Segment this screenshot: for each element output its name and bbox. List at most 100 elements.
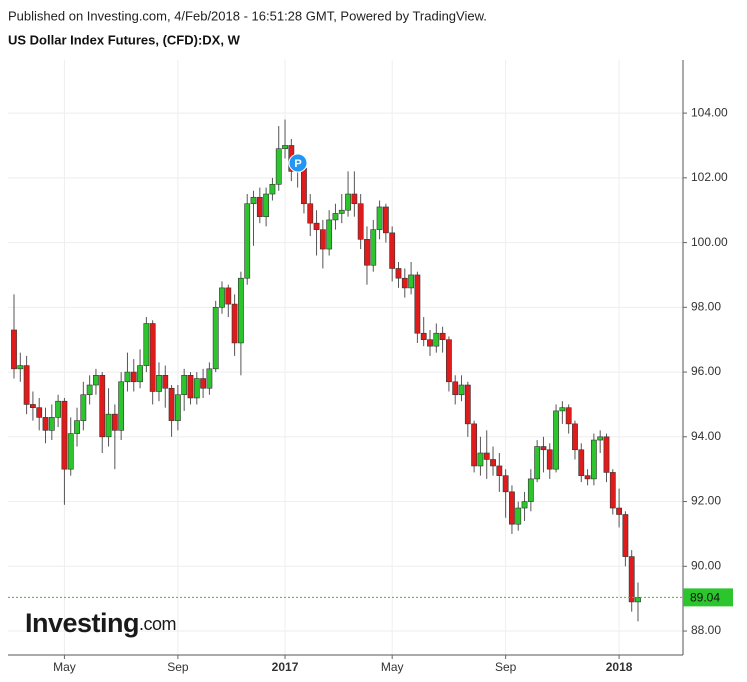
candle-body [382, 206, 389, 234]
candle-body [609, 472, 616, 509]
logo-suffix: .com [139, 614, 176, 634]
candle-body [483, 452, 490, 460]
candle-body [80, 394, 87, 421]
candle-body [559, 407, 566, 412]
candle-body [496, 465, 503, 476]
candle-body [231, 303, 238, 344]
candle-body [464, 384, 471, 425]
candle-body [338, 209, 345, 214]
price-label-box [683, 588, 733, 607]
marker-label: P [294, 158, 301, 170]
candle-body [313, 222, 320, 230]
candle-body [578, 449, 585, 476]
candle-body [61, 400, 68, 470]
logo-name: Investing [25, 608, 139, 638]
candle-body [130, 371, 137, 383]
candle-body [471, 423, 478, 467]
candle-body [282, 145, 288, 149]
candle-body [118, 381, 125, 431]
candle-body [572, 423, 578, 451]
candle-body [263, 193, 270, 217]
y-tick-label: 94.00 [691, 429, 721, 443]
y-tick-label: 88.00 [691, 623, 721, 637]
x-tick-label: May [53, 660, 76, 674]
candle-body [124, 371, 131, 383]
candle-body [149, 323, 156, 392]
y-tick-label: 92.00 [691, 494, 721, 508]
candle-body [603, 436, 610, 473]
candle-body [590, 439, 597, 480]
candle-body [458, 384, 465, 396]
y-tick-label: 102.00 [691, 170, 728, 184]
candle-body [137, 365, 143, 383]
candle-body [401, 277, 408, 289]
candle-body [452, 381, 459, 396]
candle-body [351, 193, 358, 205]
candle-body [301, 167, 307, 205]
candle-body [408, 274, 414, 289]
x-tick-label: Sep [167, 660, 189, 674]
candle-body [540, 446, 547, 451]
candle-body [99, 375, 106, 438]
candle-body [93, 375, 99, 386]
candle-body [105, 413, 112, 438]
y-tick-label: 96.00 [691, 364, 721, 378]
candle-body [156, 375, 162, 392]
candle-body [345, 193, 351, 211]
candle-body [332, 213, 339, 221]
y-tick-label: 90.00 [691, 558, 721, 572]
candle-body [256, 196, 263, 217]
candle-body [174, 394, 181, 421]
candle-body [307, 203, 314, 224]
candle-body [628, 556, 635, 603]
candle-body [168, 387, 175, 421]
candle-body [48, 417, 55, 431]
candle-body [635, 597, 641, 603]
marker-icon [288, 153, 308, 173]
candle-body [36, 407, 43, 418]
candle-body [357, 203, 364, 240]
candle-body [597, 436, 604, 441]
chart-title: US Dollar Index Futures, (CFD):DX, W [8, 32, 241, 47]
candle-body [23, 365, 30, 405]
candle-body [238, 277, 244, 344]
x-tick-label: May [381, 660, 404, 674]
candle-body [212, 307, 219, 370]
y-tick-label: 104.00 [691, 105, 728, 119]
x-tick-label: 2018 [606, 660, 633, 674]
candle-body [446, 339, 452, 383]
candle-body [515, 507, 522, 525]
candle-body [206, 368, 213, 389]
candle-body [42, 417, 49, 431]
candle-body [546, 449, 553, 470]
candle-body [30, 404, 36, 408]
candle-body [250, 196, 257, 205]
candle-body [193, 378, 200, 399]
candle-body [86, 384, 93, 396]
candle-body [534, 446, 541, 480]
candle-body [433, 332, 440, 347]
candle-body [269, 184, 276, 195]
candle-body [490, 459, 496, 467]
x-tick-label: 2017 [272, 660, 299, 674]
candle-body [616, 507, 622, 515]
candle-body [219, 287, 225, 308]
candle-body [477, 452, 484, 467]
candle-body [326, 219, 333, 250]
header: Published on Investing.com, 4/Feb/2018 -… [8, 8, 487, 23]
candle-body [389, 232, 396, 269]
candle-body [11, 329, 17, 370]
candle-body [509, 491, 515, 525]
candle-body [162, 375, 169, 389]
candle-body [319, 229, 326, 250]
candle-body [67, 433, 74, 470]
candle-body [427, 339, 433, 347]
candle-body [521, 501, 528, 509]
candle-body [420, 332, 427, 340]
candle-body [187, 375, 194, 399]
candle-body [622, 514, 629, 557]
logo: Investing.com [25, 608, 176, 638]
candle-body [414, 274, 421, 334]
candle-body [439, 332, 446, 340]
